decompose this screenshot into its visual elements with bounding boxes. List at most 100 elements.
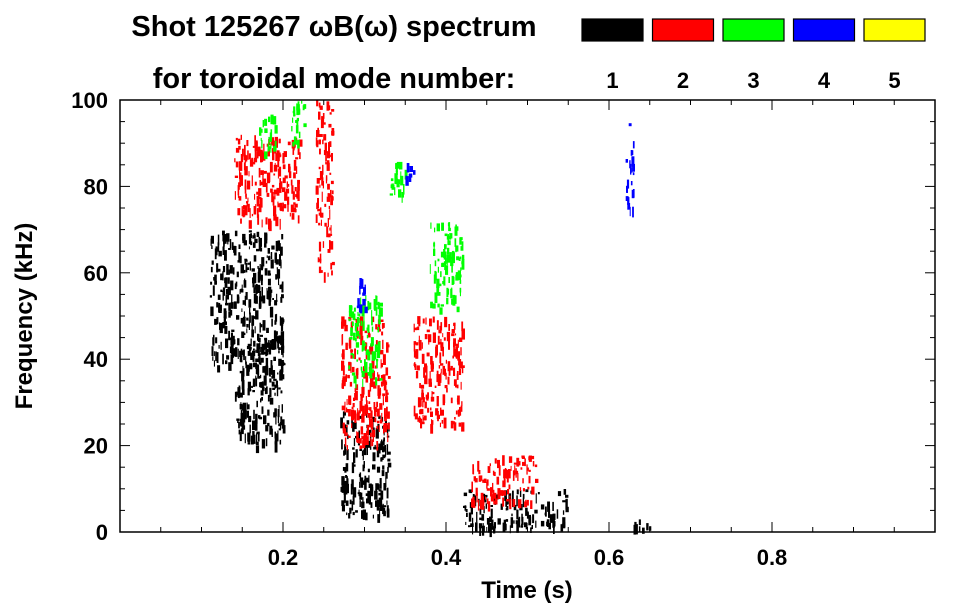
- spectral-streak: [381, 331, 384, 336]
- spectral-streak: [327, 160, 330, 170]
- spectral-streak: [262, 382, 264, 388]
- spectral-streak: [479, 517, 482, 521]
- spectral-streak: [375, 340, 378, 346]
- spectral-streak: [367, 324, 370, 333]
- spectral-streak: [294, 203, 298, 208]
- spectral-streak: [252, 434, 256, 444]
- spectral-streak: [266, 172, 270, 184]
- spectral-streak: [226, 355, 230, 360]
- spectral-streak: [362, 321, 365, 331]
- spectral-streak: [278, 405, 280, 409]
- spectral-streak: [242, 412, 246, 423]
- spectral-streak: [371, 439, 374, 447]
- spectral-streak: [427, 407, 430, 413]
- spectral-streak: [357, 408, 359, 416]
- spectral-streak: [255, 413, 258, 424]
- spectral-streak: [377, 378, 381, 382]
- spectral-streak: [259, 127, 262, 136]
- spectral-streak: [256, 195, 260, 207]
- spectral-streak: [424, 375, 428, 385]
- spectral-streak: [433, 248, 436, 256]
- spectral-streak: [359, 500, 361, 507]
- spectral-streak: [437, 303, 440, 308]
- spectral-streak: [455, 272, 459, 277]
- spectral-streak: [258, 204, 262, 213]
- spectral-streak: [629, 160, 631, 169]
- spectral-streak: [242, 233, 246, 241]
- spectral-streak: [278, 358, 282, 366]
- spectral-streak: [342, 422, 345, 431]
- spectral-streak: [354, 387, 357, 393]
- spectral-streak: [264, 269, 267, 273]
- spectral-streak: [247, 432, 251, 442]
- spectral-streak: [265, 357, 269, 368]
- spectral-streak: [436, 374, 440, 383]
- spectral-streak: [215, 337, 218, 344]
- spectral-streak: [560, 524, 564, 532]
- spectral-streak: [234, 230, 238, 237]
- spectral-streak: [397, 179, 401, 184]
- spectral-streak: [384, 408, 386, 419]
- spectral-streak: [642, 527, 645, 534]
- spectral-streak: [565, 498, 568, 510]
- spectral-streak: [354, 415, 356, 422]
- spectral-streak: [278, 428, 281, 431]
- spectral-streak: [531, 525, 533, 530]
- spectral-streak: [458, 422, 461, 427]
- spectral-streak: [238, 244, 241, 249]
- spectral-streak: [255, 358, 259, 362]
- spectral-streak: [278, 338, 282, 344]
- spectral-streak: [295, 157, 299, 160]
- spectral-streak: [368, 417, 371, 421]
- mode-4-region: [405, 163, 416, 186]
- spectral-streak: [512, 490, 514, 500]
- spectral-streak: [329, 141, 332, 147]
- spectral-streak: [459, 287, 462, 293]
- spectral-streak: [341, 380, 344, 389]
- spectral-streak: [246, 140, 249, 147]
- spectral-streak: [297, 139, 300, 149]
- mode-2-region: [341, 316, 391, 451]
- spectral-streak: [386, 487, 389, 499]
- spectral-streak: [234, 158, 236, 163]
- spectral-streak: [259, 416, 263, 420]
- spectral-streak: [355, 449, 358, 458]
- spectral-streak: [371, 316, 373, 326]
- spectral-streak: [448, 324, 450, 331]
- spectral-streak: [264, 365, 269, 376]
- spectral-streak: [430, 423, 434, 434]
- spectral-streak: [372, 464, 376, 470]
- spectral-streak: [260, 357, 264, 363]
- spectral-streak: [457, 409, 460, 417]
- spectral-streak: [379, 507, 381, 517]
- spectral-streak: [367, 351, 371, 361]
- spectral-streak: [228, 311, 231, 318]
- spectral-streak: [242, 402, 246, 413]
- spectral-streak: [379, 419, 383, 424]
- spectral-streak: [486, 498, 489, 505]
- spectral-streak: [351, 321, 354, 327]
- spectral-streak: [269, 132, 272, 142]
- spectral-streak: [372, 316, 375, 323]
- spectral-streak: [256, 400, 258, 408]
- spectral-streak: [280, 331, 285, 340]
- spectral-streak: [287, 196, 290, 205]
- spectral-streak: [638, 519, 641, 526]
- spectral-streak: [259, 296, 263, 302]
- spectral-streak: [277, 158, 280, 168]
- x-tick-label: 0.2: [268, 545, 299, 570]
- spectral-streak: [446, 254, 450, 263]
- spectral-streak: [360, 279, 364, 289]
- spectral-streak: [322, 164, 324, 175]
- spectral-streak: [295, 125, 299, 134]
- spectral-streak: [505, 497, 507, 507]
- spectral-streak: [370, 337, 374, 346]
- spectral-streak: [457, 339, 459, 348]
- spectral-streak: [357, 432, 359, 443]
- spectral-streak: [276, 313, 278, 322]
- spectral-streak: [247, 404, 250, 410]
- spectral-streak: [238, 196, 242, 201]
- spectral-streak: [456, 384, 459, 389]
- spectral-streak: [433, 274, 436, 284]
- spectral-streak: [446, 331, 451, 342]
